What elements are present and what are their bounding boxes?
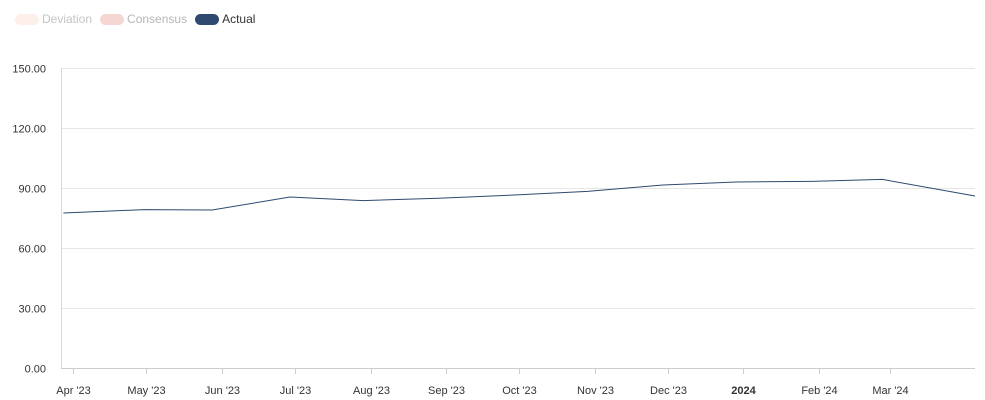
- legend-swatch-consensus: [100, 13, 125, 25]
- legend-swatch-deviation: [15, 13, 39, 25]
- legend-item-actual[interactable]: Actual: [195, 10, 255, 28]
- chart-axes: [61, 68, 975, 374]
- y-tick-label: 120.00: [12, 124, 46, 136]
- legend-label-deviation: Deviation: [42, 12, 93, 26]
- y-axis-tick-labels: 0.00 30.00 60.00 90.00 120.00 150.00: [12, 64, 46, 376]
- x-tick-label: Mar '24: [872, 385, 908, 397]
- x-tick-label: Sep '23: [428, 385, 465, 397]
- x-tick-label: Aug '23: [353, 385, 390, 397]
- x-tick-label: Jun '23: [205, 385, 240, 397]
- legend-label-consensus: Consensus: [127, 12, 188, 26]
- x-tick-label: Nov '23: [577, 385, 614, 397]
- y-tick-label: 30.00: [18, 304, 46, 316]
- chart-legend: Deviation Consensus Actual: [15, 10, 255, 28]
- x-tick-label: May '23: [127, 385, 165, 397]
- grid-lines: [61, 68, 975, 309]
- series-layer: [63, 178, 976, 214]
- legend-item-deviation[interactable]: Deviation: [15, 10, 92, 28]
- x-tick-label: Jul '23: [280, 385, 311, 397]
- legend-item-consensus[interactable]: Consensus: [100, 10, 187, 28]
- x-tick-label: 2024: [731, 385, 756, 397]
- x-axis-tick-labels: Apr '23 May '23 Jun '23 Jul '23 Aug '23 Sep '…: [56, 385, 908, 397]
- x-tick-label: Feb '24: [801, 385, 837, 397]
- x-tick-label: Oct '23: [502, 385, 537, 397]
- y-tick-label: 150.00: [12, 64, 46, 76]
- x-tick-label: Apr '23: [56, 385, 91, 397]
- y-tick-label: 60.00: [18, 244, 46, 256]
- y-tick-label: 90.00: [18, 184, 46, 196]
- series-line-actual: [63, 178, 976, 214]
- y-tick-label: 0.00: [25, 364, 46, 376]
- x-tick-label: Dec '23: [650, 385, 687, 397]
- legend-swatch-actual: [195, 13, 220, 25]
- legend-label-actual: Actual: [222, 12, 256, 26]
